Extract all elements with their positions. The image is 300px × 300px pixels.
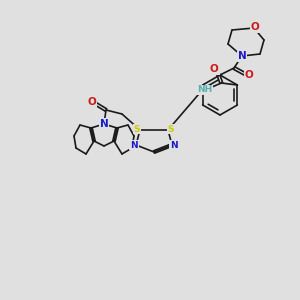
Text: N: N bbox=[130, 140, 138, 149]
Text: O: O bbox=[244, 70, 253, 80]
Text: N: N bbox=[238, 51, 246, 61]
Text: N: N bbox=[170, 140, 178, 149]
Text: S: S bbox=[134, 124, 140, 134]
Text: O: O bbox=[210, 64, 219, 74]
Text: O: O bbox=[250, 22, 260, 32]
Text: O: O bbox=[88, 97, 96, 107]
Text: NH: NH bbox=[197, 85, 212, 94]
Text: N: N bbox=[100, 119, 108, 129]
Text: S: S bbox=[168, 124, 174, 134]
